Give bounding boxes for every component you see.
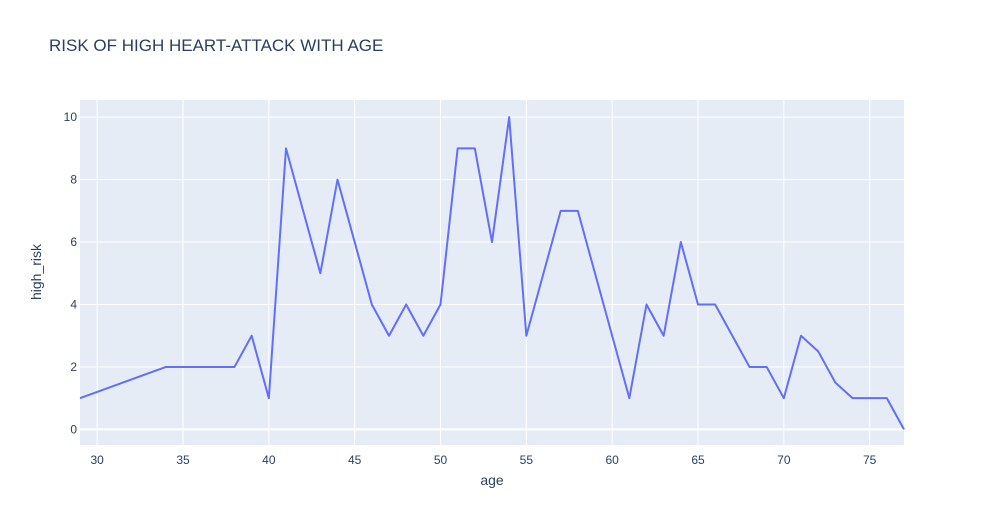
y-gridlines [80,116,904,431]
x-tick-label-40: 40 [262,453,276,467]
x-tick-label-75: 75 [863,453,877,467]
chart-title: RISK OF HIGH HEART-ATTACK WITH AGE [49,36,383,55]
y-tick-label-6: 6 [70,235,77,249]
series-layer [79,116,905,430]
y-tick-label-0: 0 [70,422,77,436]
x-tick-labels: 30 35 40 45 50 55 60 65 70 75 [90,453,876,467]
x-tick-label-45: 45 [348,453,362,467]
x-tick-label-35: 35 [176,453,190,467]
x-tick-label-70: 70 [777,453,791,467]
x-gridlines [96,100,871,445]
y-tick-label-8: 8 [70,173,77,187]
x-tick-label-50: 50 [434,453,448,467]
x-axis-title: age [480,472,504,488]
x-tick-label-55: 55 [520,453,534,467]
y-axis-title: high_risk [28,243,44,300]
y-tick-label-10: 10 [64,110,78,124]
y-tick-label-4: 4 [70,298,77,312]
x-tick-label-60: 60 [605,453,619,467]
series-line-0 [79,116,905,430]
plot-area [80,100,904,445]
x-tick-label-30: 30 [90,453,104,467]
y-tick-label-2: 2 [70,360,77,374]
y-tick-labels: 0 2 4 6 8 10 [64,110,78,436]
x-tick-label-65: 65 [691,453,705,467]
